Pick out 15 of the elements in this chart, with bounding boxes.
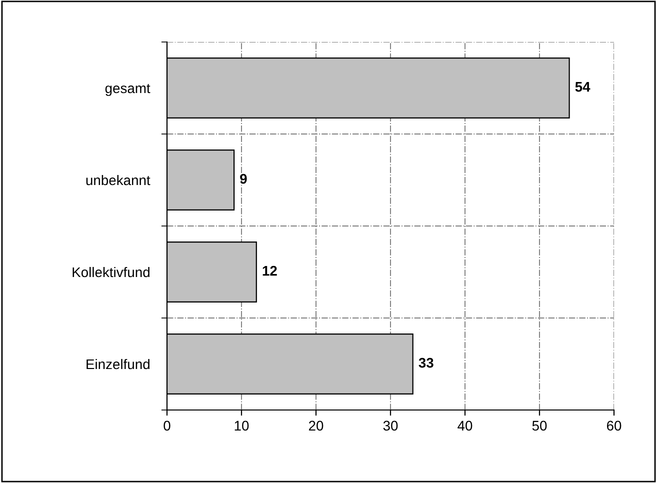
x-tick-label: 10 <box>234 420 249 431</box>
x-tick-label: 60 <box>606 420 622 431</box>
x-tick-label: 20 <box>308 420 324 431</box>
x-tick-label: 50 <box>532 420 547 431</box>
data-label: 33 <box>418 358 434 368</box>
data-label: 54 <box>575 82 590 92</box>
y-tick-label: unbekannt <box>86 174 150 186</box>
x-tick-label: 0 <box>164 420 170 431</box>
y-tick-label: Kollektivfund <box>72 266 150 278</box>
data-label: 9 <box>240 174 247 184</box>
x-tick-label: 40 <box>458 420 472 431</box>
y-tick-label: gesamt <box>105 84 150 96</box>
x-tick-label: 30 <box>383 420 398 431</box>
y-tick-label: Einzelfund <box>86 358 150 370</box>
data-label: 12 <box>262 266 277 276</box>
